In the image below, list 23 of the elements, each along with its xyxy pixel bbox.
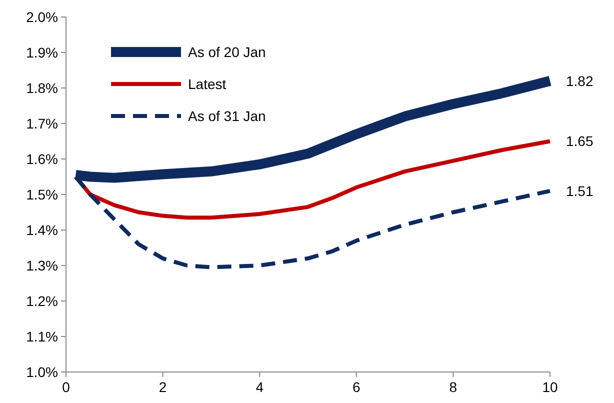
x-tick-label: 10 xyxy=(542,379,558,395)
x-tick-label: 0 xyxy=(62,379,70,395)
data-label: 1.51 xyxy=(566,182,594,199)
legend-label: Latest xyxy=(188,76,226,92)
y-tick-label: 2.0% xyxy=(26,8,58,25)
y-tick-label: 1.1% xyxy=(26,328,58,344)
y-tick-label: 1.7% xyxy=(26,115,58,132)
legend-label: As of 20 Jan xyxy=(188,44,266,60)
x-tick-label: 6 xyxy=(352,379,360,395)
legend-label: As of 31 Jan xyxy=(188,108,266,124)
x-tick-label: 4 xyxy=(256,379,264,395)
x-tick-label: 2 xyxy=(158,379,167,395)
y-tick-label: 1.8% xyxy=(26,80,58,96)
y-tick-label: 1.5% xyxy=(26,186,58,202)
y-tick-label: 1.6% xyxy=(26,150,58,167)
y-tick-label: 1.2% xyxy=(26,292,58,309)
data-label: 1.82 xyxy=(566,72,594,89)
x-tick-label: 8 xyxy=(449,379,458,395)
y-tick-label: 1.4% xyxy=(26,222,58,238)
data-label: 1.65 xyxy=(566,133,594,150)
y-tick-label: 1.9% xyxy=(26,44,58,60)
y-tick-label: 1.0% xyxy=(26,364,58,380)
y-tick-label: 1.3% xyxy=(26,257,58,274)
